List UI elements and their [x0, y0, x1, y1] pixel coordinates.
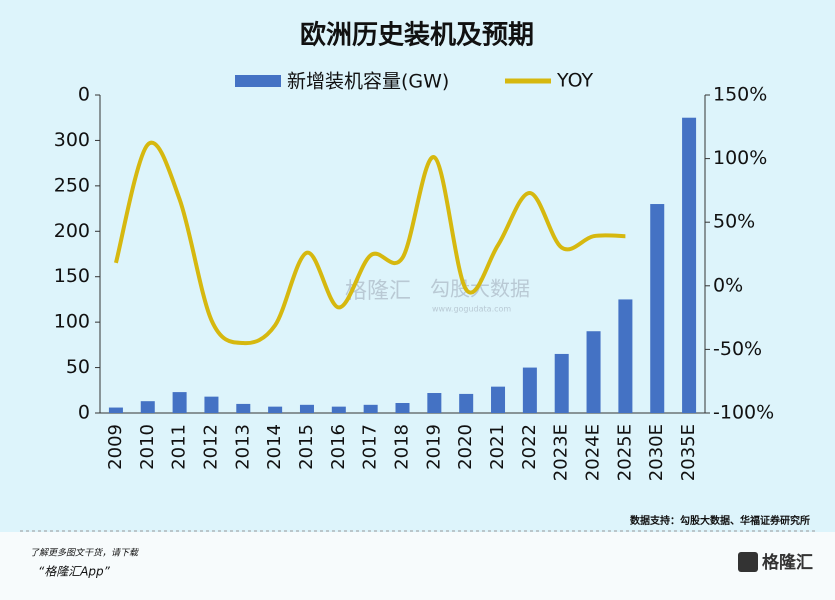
- legend-label: 新增装机容量(GW): [287, 71, 449, 93]
- bar: [650, 204, 665, 413]
- y2-tick-label: 100%: [713, 147, 767, 169]
- y2-tick-label: 50%: [713, 211, 755, 233]
- footer-text: 了解更多图文干货，请下载: [30, 548, 139, 559]
- bar: [459, 393, 474, 413]
- y2-tick-label: 150%: [713, 84, 767, 106]
- bar: [331, 406, 346, 413]
- yoy-line: [113, 140, 626, 346]
- y-tick-label: 150: [54, 265, 90, 287]
- legend-label: YOY: [556, 70, 593, 92]
- bar: [395, 403, 410, 413]
- chart-title: 欧洲历史装机及预期: [300, 20, 534, 51]
- x-tick-label: 2020: [455, 424, 476, 470]
- logo-text: 格隆汇: [762, 552, 813, 573]
- x-tick-label: 2035E: [678, 424, 699, 481]
- legend-swatch: [235, 75, 281, 87]
- bar: [618, 299, 633, 413]
- bar: [427, 393, 442, 413]
- x-tick-label: 2009: [105, 424, 126, 470]
- bar: [586, 331, 601, 413]
- y2-tick-label: -100%: [713, 402, 774, 424]
- x-tick-label: 2022: [519, 424, 540, 470]
- x-tick-label: 2025E: [614, 424, 635, 481]
- x-tick-label: 2015: [296, 424, 317, 470]
- x-tick-label: 2016: [328, 424, 349, 470]
- logo-icon: [738, 552, 758, 572]
- x-tick-label: 2013: [232, 424, 253, 470]
- bar: [204, 396, 219, 413]
- bar: [491, 386, 506, 413]
- x-tick-label: 2014: [264, 424, 285, 470]
- x-tick-label: 2019: [423, 424, 444, 470]
- footer-background: [0, 532, 835, 600]
- x-tick-label: 2017: [360, 424, 381, 470]
- footer-text: “格隆汇App”: [38, 565, 111, 579]
- bar: [236, 403, 251, 413]
- y-tick-label: 0: [78, 84, 90, 106]
- bar: [140, 401, 155, 413]
- x-tick-label: 2021: [487, 424, 508, 470]
- y-tick-label: 300: [54, 129, 90, 151]
- y2-tick-label: 0%: [713, 274, 743, 296]
- y-tick-label: 200: [54, 220, 90, 242]
- bar: [268, 406, 283, 413]
- x-tick-label: 2030E: [646, 424, 667, 481]
- bar: [108, 407, 123, 413]
- x-tick-label: 2018: [392, 424, 413, 470]
- bar: [299, 404, 314, 413]
- x-tick-label: 2024E: [583, 424, 604, 481]
- y-tick-label: 250: [54, 174, 90, 196]
- x-tick-label: 2011: [169, 424, 190, 470]
- bar: [172, 392, 187, 413]
- source: 数据支持：勾股大数据、华福证券研究所: [630, 514, 810, 527]
- y-tick-label: 50: [66, 356, 90, 378]
- y2-tick-label: -50%: [713, 338, 762, 360]
- x-tick-label: 2012: [200, 424, 221, 470]
- bar: [363, 404, 378, 413]
- watermark: www.gogudata.com: [432, 305, 511, 314]
- bar: [682, 117, 697, 413]
- y-tick-label: 100: [54, 311, 90, 333]
- bar: [554, 353, 569, 413]
- bar: [522, 367, 537, 413]
- x-tick-label: 2010: [137, 424, 158, 470]
- x-tick-label: 2023E: [551, 424, 572, 481]
- y-tick-label: 0: [78, 402, 90, 424]
